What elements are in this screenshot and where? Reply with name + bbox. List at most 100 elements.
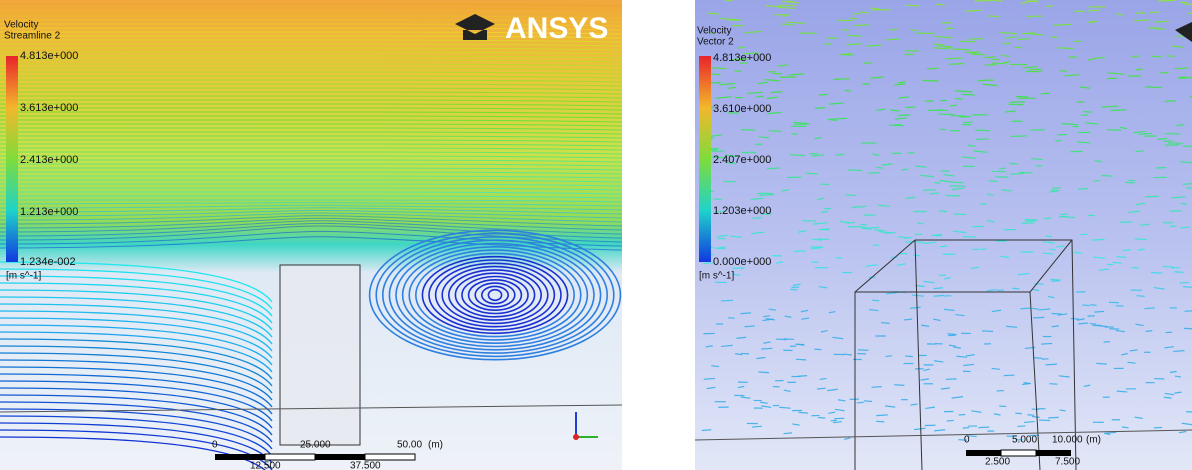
vector xyxy=(840,55,854,56)
vector xyxy=(711,366,719,367)
vector xyxy=(1015,47,1023,48)
scale-segment xyxy=(315,454,365,460)
vector xyxy=(946,195,960,196)
vector xyxy=(1111,110,1120,111)
vector xyxy=(886,39,899,40)
vector xyxy=(992,171,1007,172)
vector xyxy=(937,46,949,47)
vector xyxy=(1145,87,1162,88)
streamline-panel: Velocity Streamline 2 4.813e+000 3.613e+… xyxy=(0,0,622,470)
vector xyxy=(904,319,912,320)
vector xyxy=(978,427,989,428)
scale-segment xyxy=(215,454,265,460)
vector xyxy=(1051,313,1061,314)
scale-bar xyxy=(966,450,1071,456)
scale-bar xyxy=(215,454,415,460)
scale-label: 7.500 xyxy=(1055,457,1080,468)
vector xyxy=(922,80,938,81)
vector xyxy=(704,378,715,379)
vector xyxy=(1151,272,1162,273)
vector xyxy=(1154,21,1168,22)
vector xyxy=(984,57,995,58)
vector xyxy=(1160,72,1168,73)
vector xyxy=(1104,342,1110,343)
scale-label: 2.500 xyxy=(985,457,1010,468)
vector xyxy=(1184,328,1192,329)
vector xyxy=(872,300,879,301)
vector xyxy=(702,430,711,431)
vector xyxy=(1041,343,1052,344)
vector xyxy=(1146,331,1153,332)
vector xyxy=(917,242,923,243)
vector xyxy=(1183,287,1192,288)
vector xyxy=(799,412,808,413)
vector xyxy=(790,289,797,290)
vector xyxy=(778,65,788,66)
vector xyxy=(797,376,807,377)
vector xyxy=(1057,134,1067,135)
legend-label: 1.213e+000 xyxy=(20,206,78,218)
vector xyxy=(881,323,889,324)
vector xyxy=(788,1,794,2)
vector xyxy=(1128,180,1135,181)
vector xyxy=(1180,77,1192,78)
vector xyxy=(963,428,969,429)
vector xyxy=(1073,126,1079,127)
scale-segment xyxy=(265,454,315,460)
legend-subtitle: Streamline 2 xyxy=(4,31,61,42)
logo-text: ANSYS xyxy=(505,12,608,45)
vector xyxy=(796,359,806,360)
scale-segment xyxy=(966,450,1001,456)
legend-subtitle: Vector 2 xyxy=(697,37,734,48)
vector xyxy=(1024,219,1037,220)
vector xyxy=(864,401,872,402)
vector xyxy=(848,170,863,171)
vector xyxy=(939,129,946,130)
vector xyxy=(1049,249,1056,250)
vector xyxy=(976,139,989,140)
vector xyxy=(769,131,782,132)
legend-unit: [m s^-1] xyxy=(699,271,734,282)
vector xyxy=(978,80,994,81)
vector xyxy=(1032,416,1040,417)
legend-label: 4.813e+000 xyxy=(713,52,771,64)
vector xyxy=(819,94,828,95)
vector xyxy=(776,339,787,340)
vector xyxy=(1136,296,1144,297)
vector xyxy=(817,388,826,389)
vector xyxy=(894,385,904,386)
vector xyxy=(868,173,879,174)
vector xyxy=(997,391,1004,392)
vector xyxy=(1107,130,1121,131)
vector xyxy=(927,68,939,69)
legend-label: 2.413e+000 xyxy=(20,154,78,166)
vector xyxy=(1109,302,1119,303)
vector xyxy=(1166,332,1173,333)
vector xyxy=(1034,284,1043,285)
scale-label: 25.000 xyxy=(300,440,331,451)
vector xyxy=(835,258,842,259)
legend-title: Velocity xyxy=(4,20,38,31)
vector xyxy=(1020,308,1030,309)
scale-segment xyxy=(365,454,415,460)
scale-segment xyxy=(1001,450,1036,456)
vector xyxy=(862,228,872,229)
vector xyxy=(923,190,936,191)
scale-label: 0 xyxy=(964,435,970,446)
vector xyxy=(809,154,817,155)
vector xyxy=(968,145,976,146)
vector xyxy=(1096,363,1106,364)
vector xyxy=(1028,415,1035,416)
vector xyxy=(1145,196,1159,197)
figure: Velocity Streamline 2 4.813e+000 3.613e+… xyxy=(0,0,1192,470)
vector xyxy=(805,173,817,174)
vector xyxy=(1174,272,1183,273)
vector xyxy=(1101,175,1112,176)
vector xyxy=(1151,56,1161,57)
vector xyxy=(1173,351,1184,352)
vector xyxy=(742,152,750,153)
vector xyxy=(886,356,892,357)
vector xyxy=(1127,362,1135,363)
vector xyxy=(989,181,998,182)
vector xyxy=(1088,10,1100,11)
